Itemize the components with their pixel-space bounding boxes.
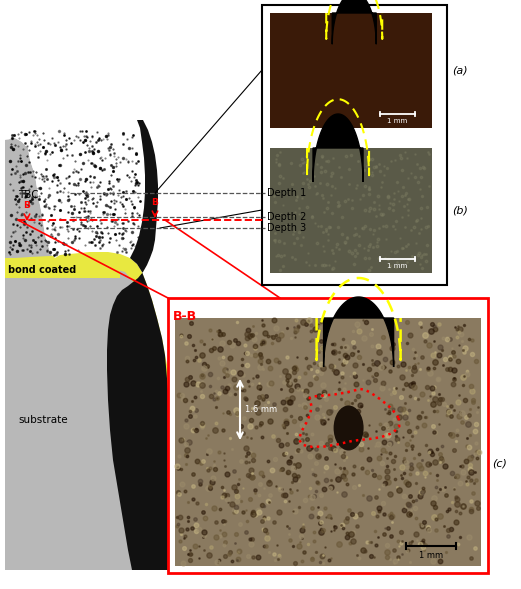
Text: substrate: substrate	[18, 415, 68, 425]
Bar	[5, 258, 120, 278]
Text: Depth 3: Depth 3	[267, 223, 306, 233]
Text: (b): (b)	[452, 206, 468, 216]
Polygon shape	[5, 252, 168, 390]
Text: 1 mm: 1 mm	[387, 263, 407, 269]
Polygon shape	[5, 138, 168, 570]
Ellipse shape	[333, 405, 364, 451]
Text: 1.6 mm: 1.6 mm	[245, 405, 277, 414]
Bar	[168, 298, 488, 573]
Text: 1 mm: 1 mm	[419, 551, 443, 560]
Bar	[270, 13, 432, 128]
Text: Depth 2: Depth 2	[267, 212, 306, 222]
Text: B: B	[23, 201, 30, 210]
Bar	[262, 5, 447, 285]
Text: B-B: B-B	[173, 309, 197, 323]
Polygon shape	[332, 0, 376, 44]
Bar	[175, 318, 481, 566]
Polygon shape	[107, 120, 168, 570]
Text: B: B	[152, 198, 158, 207]
Text: (a): (a)	[452, 65, 468, 75]
Text: Depth 1: Depth 1	[267, 188, 306, 198]
Text: bond coated: bond coated	[8, 265, 76, 275]
Bar	[270, 148, 432, 273]
Text: TBC: TBC	[18, 190, 39, 200]
Text: 1 mm: 1 mm	[387, 118, 407, 124]
Polygon shape	[324, 297, 393, 367]
Polygon shape	[5, 126, 143, 258]
Polygon shape	[313, 114, 363, 182]
Text: (c): (c)	[492, 458, 507, 468]
